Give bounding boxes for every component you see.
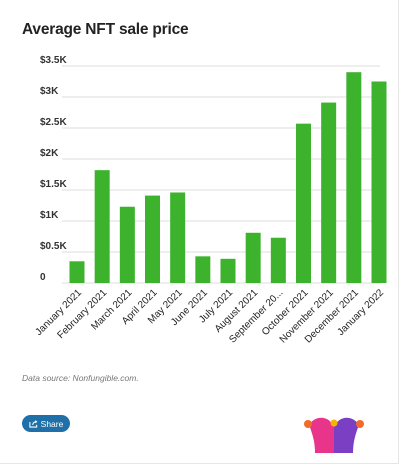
bar	[195, 256, 211, 283]
share-icon	[29, 420, 38, 428]
y-tick-label: $2K	[40, 148, 59, 159]
data-source-note: Data source: Nonfungible.com.	[22, 373, 139, 383]
bars	[69, 72, 387, 283]
share-button[interactable]: Share	[22, 415, 70, 432]
bar	[270, 237, 286, 283]
y-tick-label: 0	[40, 272, 46, 283]
y-tick-label: $1K	[40, 210, 59, 221]
bar	[170, 192, 186, 283]
y-tick-label: $0.5K	[40, 241, 67, 252]
bar	[371, 81, 387, 283]
bar	[321, 102, 337, 283]
y-tick-label: $3K	[40, 86, 59, 97]
bar-chart: 0 $0.5K $1K $1.5K $2K $2.5K $3K $3.5K January 2…	[33, 55, 387, 345]
bar	[220, 258, 236, 283]
y-tick-label: $1.5K	[40, 179, 67, 190]
y-tick-label: $2.5K	[40, 117, 67, 128]
bar	[346, 72, 362, 283]
bar	[94, 170, 110, 283]
bar	[119, 206, 135, 283]
bar	[245, 232, 261, 283]
jester-hat-logo	[304, 417, 364, 453]
y-axis-labels: 0 $0.5K $1K $1.5K $2K $2.5K $3K $3.5K	[40, 55, 67, 283]
bar	[69, 261, 85, 283]
share-label: Share	[40, 418, 64, 429]
y-tick-label: $3.5K	[40, 55, 67, 66]
bar	[296, 123, 311, 283]
bar	[145, 195, 160, 283]
chart-title: Average NFT sale price	[22, 21, 189, 38]
